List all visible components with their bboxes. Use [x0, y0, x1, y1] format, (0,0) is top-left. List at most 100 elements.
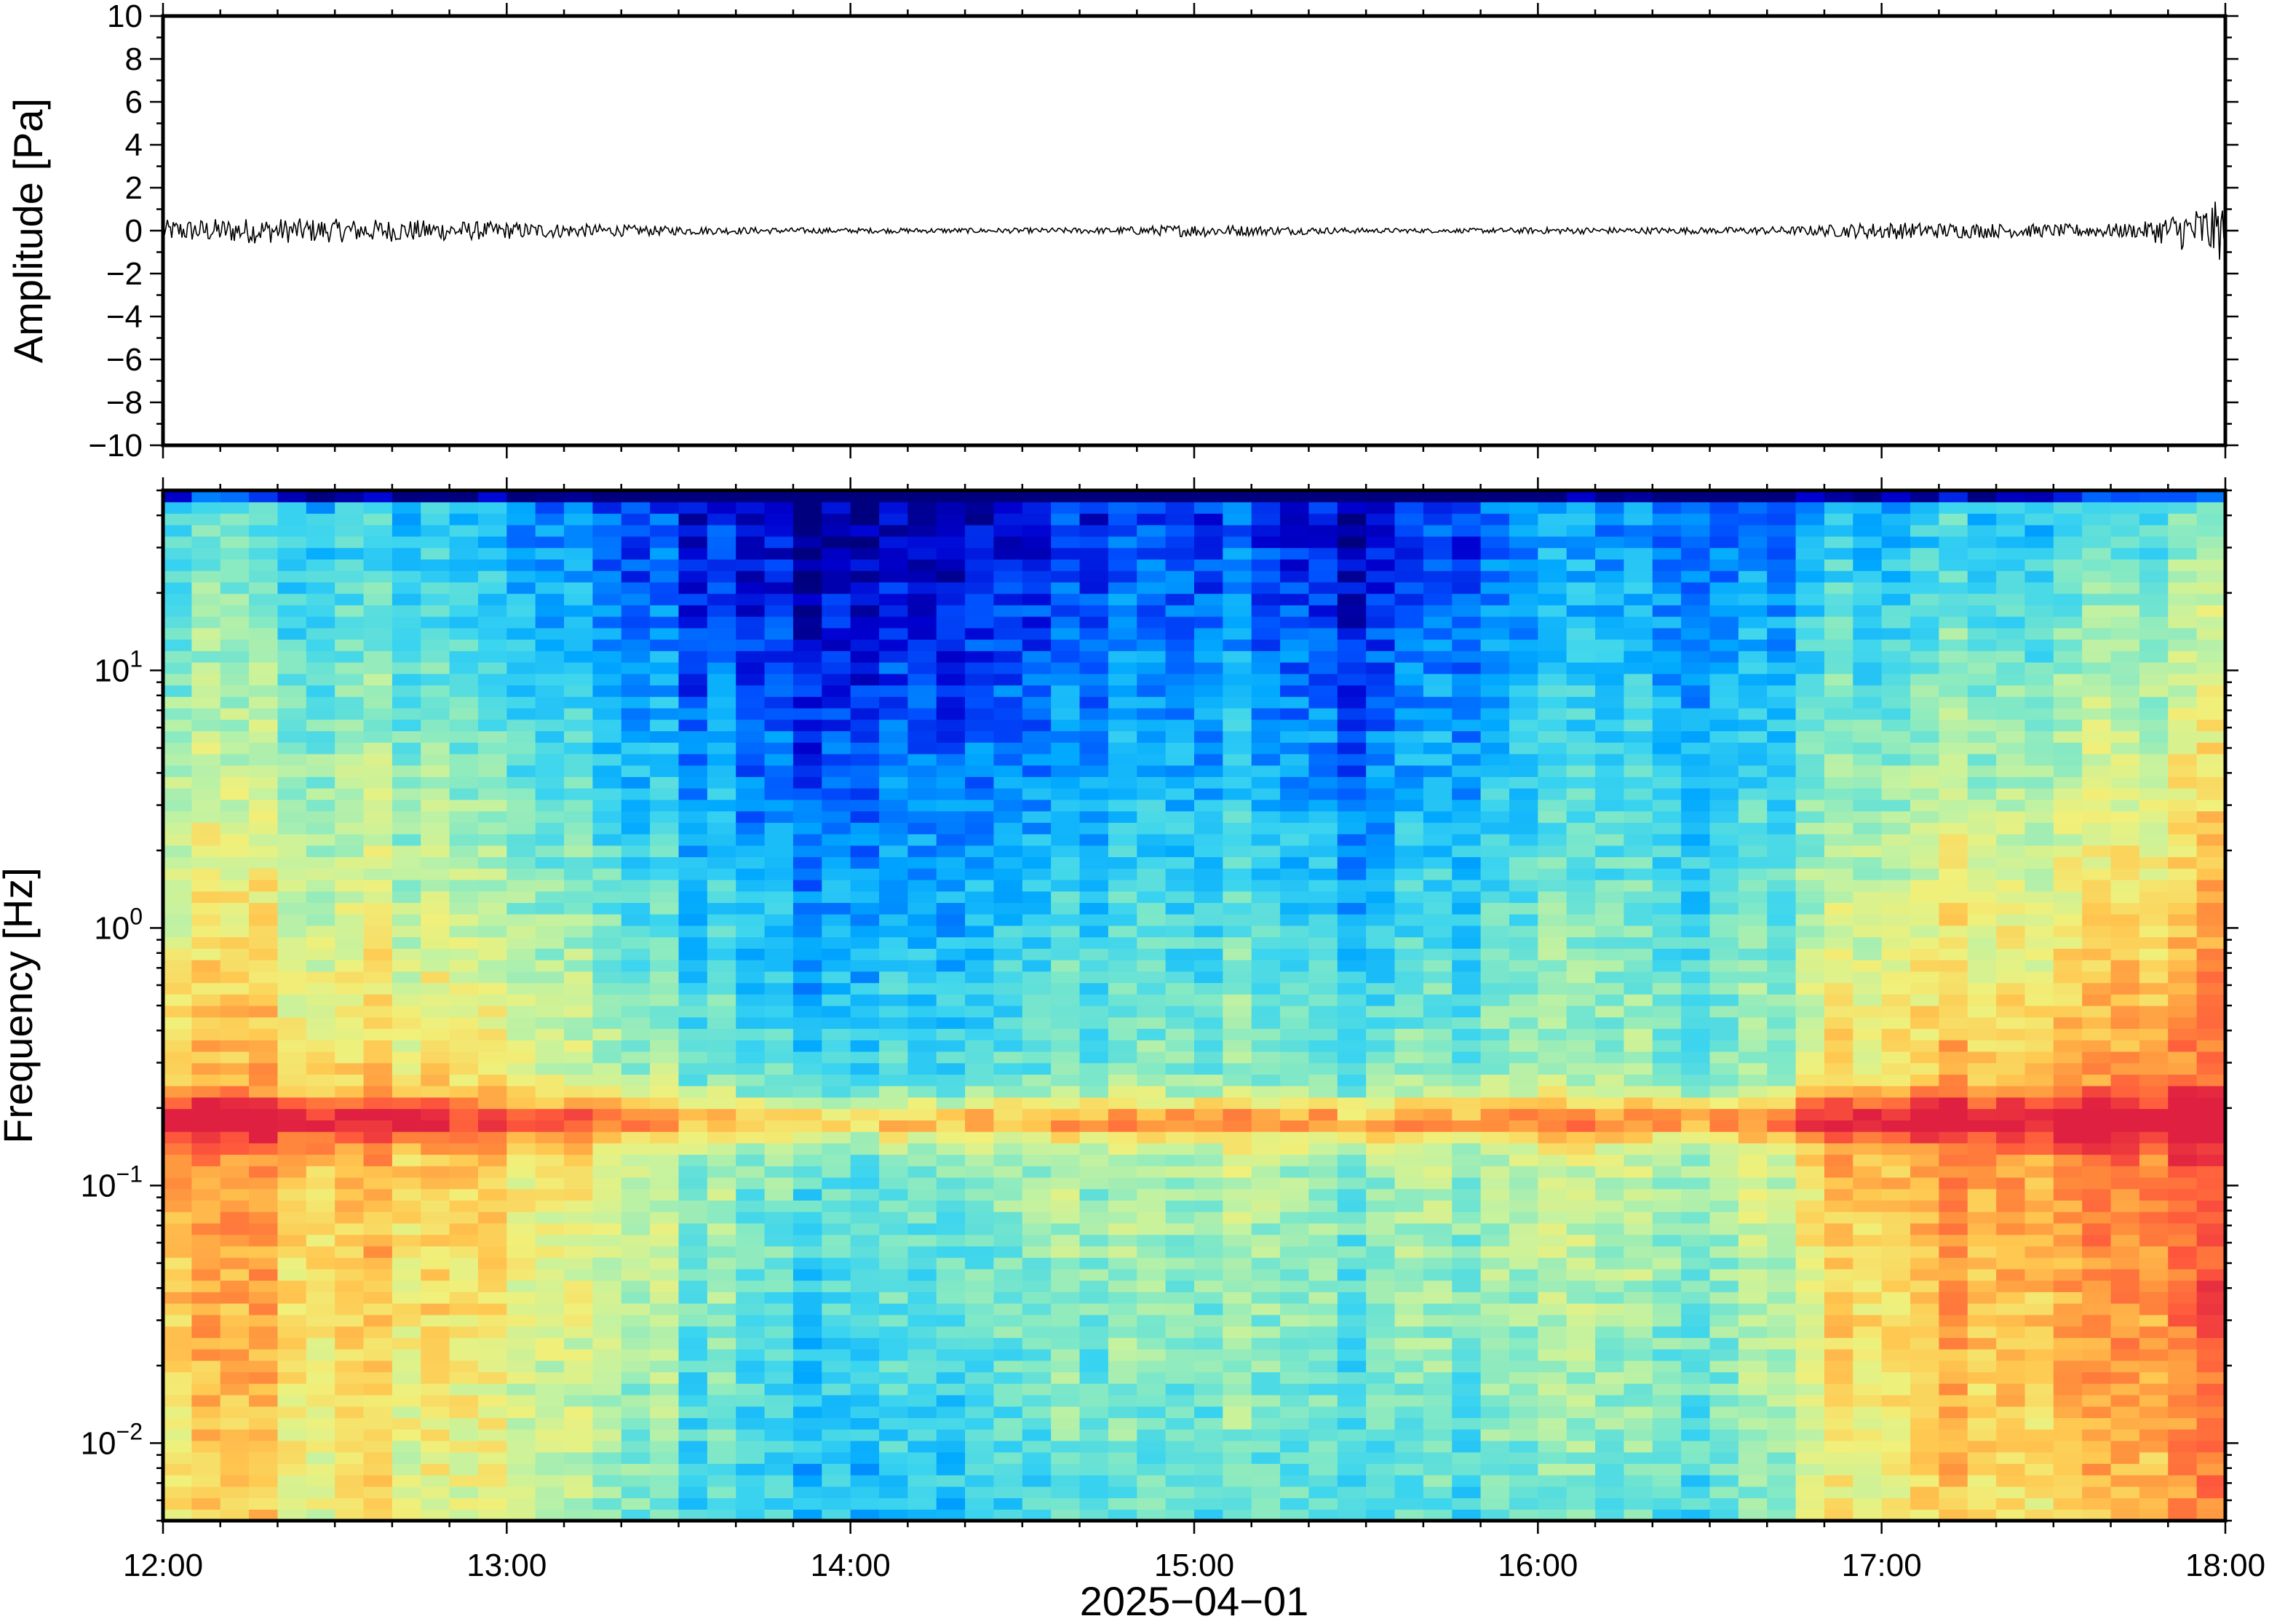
- spectrogram-cell: [850, 616, 880, 629]
- spectrogram-cell: [1079, 879, 1109, 892]
- spectrogram-cell: [850, 1028, 880, 1040]
- spectrogram-cell: [965, 811, 995, 823]
- spectrogram-cell: [822, 776, 851, 789]
- spectrogram-cell: [392, 822, 421, 835]
- spectrogram-cell: [907, 1452, 937, 1464]
- spectrogram-cell: [907, 1246, 937, 1258]
- spectrogram-cell: [1566, 845, 1596, 858]
- spectrogram-cell: [1595, 776, 1625, 789]
- spectrogram-cell: [707, 1051, 736, 1064]
- spectrogram-cell: [1251, 1349, 1281, 1361]
- spectrogram-cell: [392, 1349, 421, 1361]
- spectrogram-cell: [822, 707, 851, 720]
- spectrogram-cell: [277, 1006, 307, 1018]
- spectrogram-cell: [163, 707, 192, 720]
- spectrogram-cell: [1223, 902, 1252, 915]
- spectrogram-cell: [449, 1188, 479, 1201]
- spectrogram-cell: [792, 1406, 822, 1418]
- spectrogram-cell: [707, 799, 736, 812]
- spectrogram-cell: [506, 1051, 536, 1064]
- spectrogram-cell: [1624, 570, 1653, 583]
- spectrogram-cell: [1022, 902, 1052, 915]
- spectrogram-cell: [1251, 936, 1281, 949]
- spectrogram-cell: [936, 1028, 966, 1040]
- spectrogram-cell: [335, 1475, 365, 1487]
- spectrogram-cell: [993, 811, 1023, 823]
- spectrogram-cell: [650, 982, 680, 995]
- spectrogram-cell: [1165, 536, 1195, 549]
- spectrogram-cell: [792, 685, 822, 697]
- spectrogram-cell: [449, 1452, 479, 1464]
- spectrogram-cell: [392, 1142, 421, 1155]
- spectrogram-cell: [1538, 822, 1567, 835]
- spectrogram-cell: [1538, 1417, 1567, 1430]
- spectrogram-cell: [965, 627, 995, 640]
- spectrogram-cell: [1566, 1222, 1596, 1235]
- spectrogram-cell: [879, 1246, 908, 1258]
- spectrogram-cell: [1509, 1006, 1538, 1018]
- spectrogram-cell: [1538, 845, 1567, 858]
- spectrogram-cell: [421, 948, 450, 960]
- spectrogram-cell: [879, 1314, 908, 1327]
- spectrogram-cell: [392, 1257, 421, 1270]
- spectrogram-cell: [335, 513, 365, 525]
- spectrogram-cell: [707, 513, 736, 525]
- spectrogram-cell: [1137, 811, 1167, 823]
- spectrogram-cell: [1337, 1280, 1367, 1292]
- spectrogram-cell: [1108, 765, 1137, 777]
- spectrogram-cell: [220, 753, 250, 766]
- spectrogram-cell: [965, 1509, 995, 1521]
- spectrogram-cell: [792, 925, 822, 938]
- spectrogram-cell: [1452, 1463, 1482, 1476]
- spectrogram-cell: [650, 1406, 680, 1418]
- spectrogram-cell: [335, 1234, 365, 1246]
- spectrogram-cell: [993, 1360, 1023, 1373]
- spectrogram-cell: [335, 1280, 365, 1292]
- spectrogram-cell: [477, 811, 507, 823]
- spectrogram-cell: [392, 1211, 421, 1224]
- spectrogram-cell: [736, 490, 766, 503]
- spectrogram-cell: [792, 948, 822, 960]
- spectrogram-cell: [1624, 1360, 1653, 1373]
- spectrogram-cell: [936, 1497, 966, 1510]
- spectrogram-cell: [936, 1142, 966, 1155]
- spectrogram-cell: [1394, 639, 1424, 651]
- spectrogram-cell: [1452, 1200, 1482, 1212]
- spectrogram-cell: [1452, 845, 1482, 858]
- spectrogram-cell: [1108, 982, 1137, 995]
- spectrogram-cell: [1423, 605, 1453, 617]
- spectrogram-cell: [163, 1108, 192, 1121]
- spectrogram-cell: [477, 1166, 507, 1178]
- spectrogram-cell: [163, 1486, 192, 1499]
- spectrogram-cell: [363, 971, 393, 984]
- spectrogram-cell: [564, 834, 594, 846]
- spectrogram-cell: [1251, 1040, 1281, 1052]
- spectrogram-cell: [249, 1086, 279, 1098]
- spectrogram-cell: [1681, 1268, 1711, 1281]
- spectrogram-cell: [335, 891, 365, 903]
- spectrogram-cell: [764, 799, 794, 812]
- spectrogram-cell: [191, 1086, 221, 1098]
- spectrogram-cell: [965, 1291, 995, 1304]
- spectrogram-cell: [564, 1463, 594, 1476]
- spectrogram-cell: [1538, 1475, 1567, 1487]
- spectrogram-cell: [363, 811, 393, 823]
- spectrogram-cell: [592, 1131, 622, 1144]
- spectrogram-cell: [792, 1349, 822, 1361]
- spectrogram-cell: [936, 525, 966, 537]
- spectrogram-cell: [1423, 1314, 1453, 1327]
- spectrogram-cell: [220, 1211, 250, 1224]
- spectrogram-cell: [477, 1222, 507, 1235]
- spectrogram-cell: [678, 1383, 708, 1396]
- spectrogram-cell: [306, 1222, 335, 1235]
- spectrogram-cell: [736, 1142, 766, 1155]
- spectrogram-cell: [421, 1497, 450, 1510]
- spectrogram-cell: [477, 982, 507, 995]
- spectrogram-cell: [1022, 1440, 1052, 1453]
- spectrogram-cell: [965, 1096, 995, 1110]
- spectrogram-cell: [1280, 1394, 1310, 1407]
- spectrogram-cell: [1652, 948, 1682, 960]
- spectrogram-cell: [392, 559, 421, 571]
- spectrogram-cell: [1165, 616, 1195, 629]
